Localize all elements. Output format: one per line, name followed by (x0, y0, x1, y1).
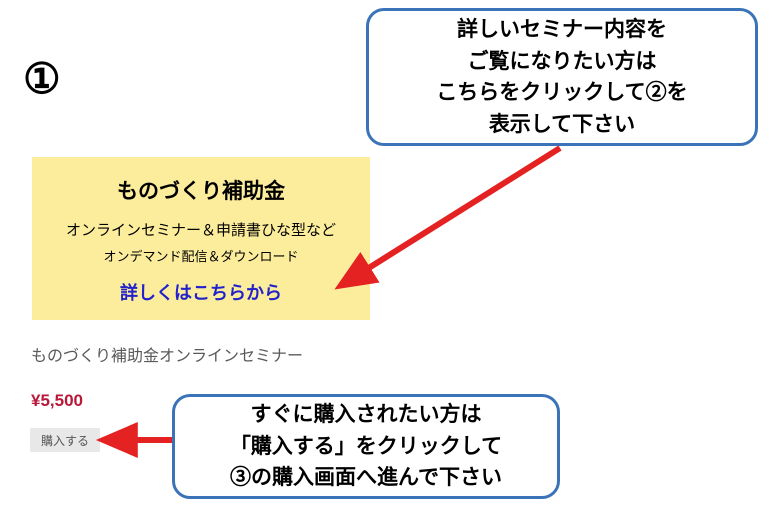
arrow-icon (360, 148, 560, 274)
annotation-arrows (0, 0, 784, 510)
